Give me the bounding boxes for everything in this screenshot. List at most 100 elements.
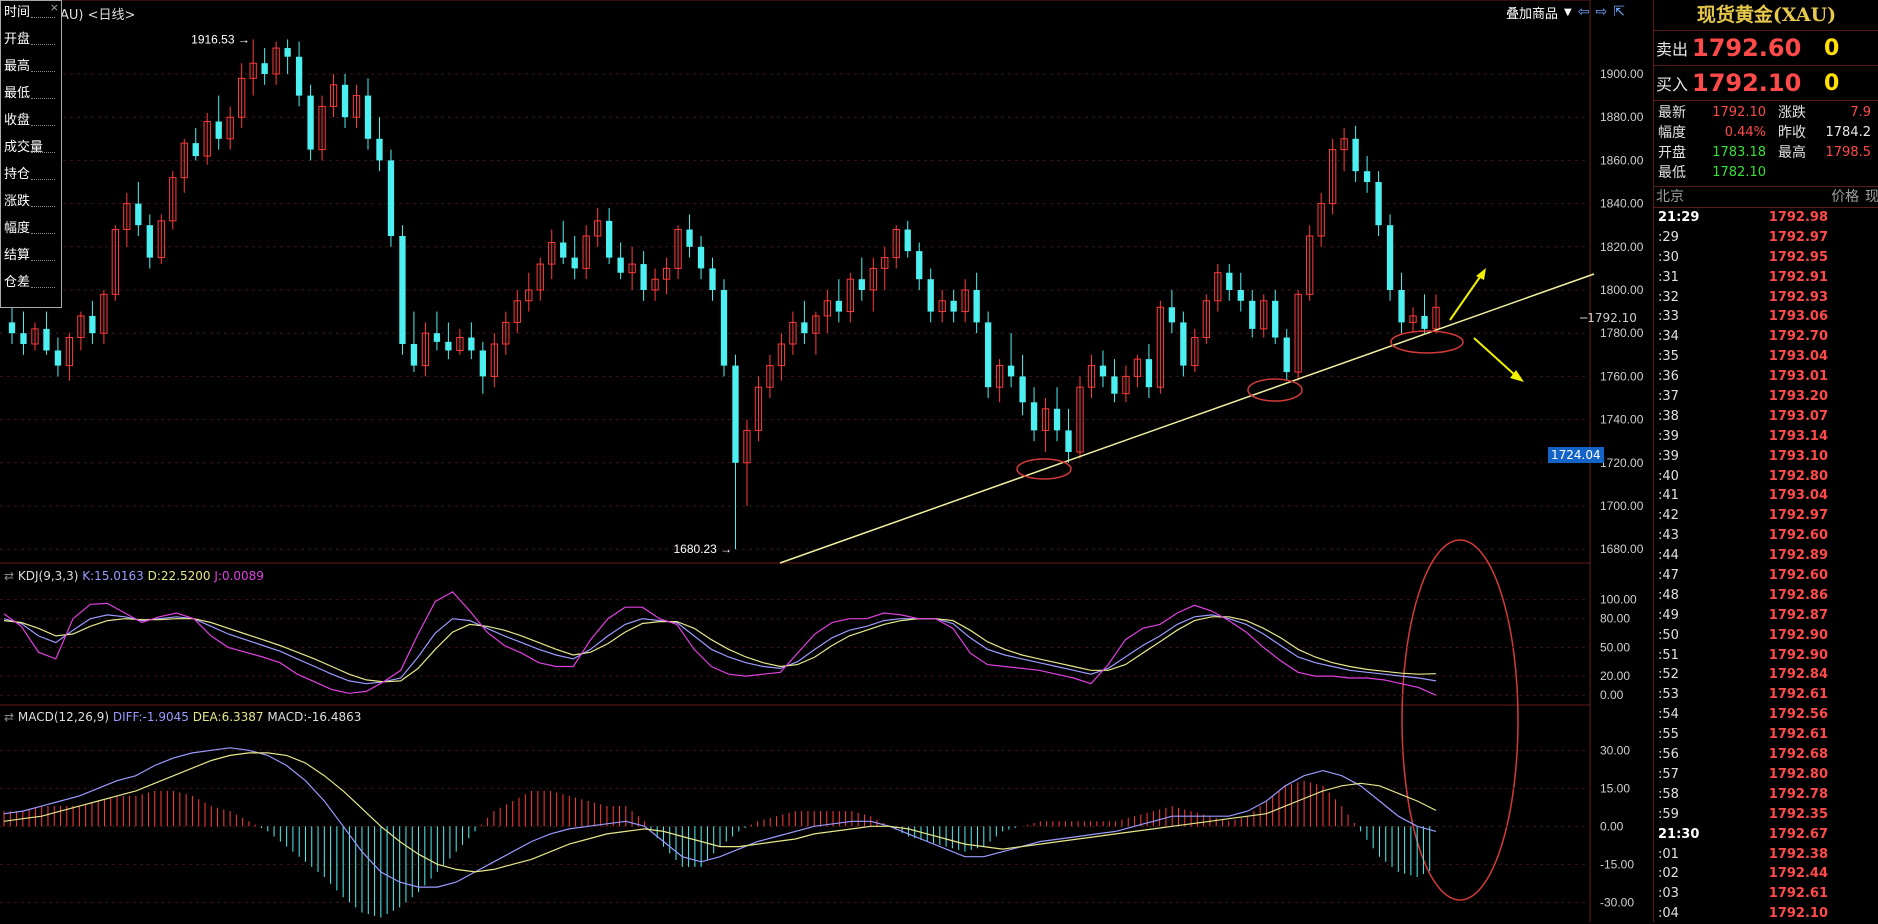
period-label[interactable]: <日线> bbox=[87, 8, 136, 23]
candle-body bbox=[1202, 300, 1210, 339]
candle-body bbox=[295, 56, 303, 96]
y-tick-label: -30.00 bbox=[1600, 895, 1634, 909]
nav-other-icon[interactable]: ⇱ bbox=[1613, 4, 1625, 20]
candle-body bbox=[1076, 386, 1084, 453]
tick-time: :30 bbox=[1658, 249, 1679, 265]
candle-body bbox=[1007, 365, 1015, 377]
y-tick-label: 50.00 bbox=[1600, 640, 1630, 654]
quote-sidebar: 现货黄金(XAU) 卖出 1792.60 0 买入 1792.10 0 最新 17… bbox=[1653, 0, 1878, 922]
macd-legend: ⇄ MACD(12,26,9) DIFF:-1.9045 DEA:6.3387 … bbox=[4, 710, 361, 724]
tick-row: :35 1793.04 bbox=[1654, 347, 1878, 367]
info-item: 仓差 bbox=[1, 271, 61, 298]
tick-list[interactable]: 21:29 1792.98:29 1792.97:30 1792.95:31 1792.… bbox=[1654, 208, 1878, 924]
tick-row: :01 1792.38 bbox=[1654, 845, 1878, 865]
candle-body bbox=[548, 241, 556, 265]
chart-header: AU) <日线> bbox=[60, 4, 135, 23]
tick-time: :04 bbox=[1658, 906, 1679, 922]
kdj-line-k bbox=[3, 614, 1437, 685]
info-item: 涨跌 bbox=[1, 190, 61, 217]
tick-row: :51 1792.90 bbox=[1654, 646, 1878, 666]
tick-time: :56 bbox=[1658, 747, 1679, 763]
y-tick-label: 15.00 bbox=[1600, 781, 1630, 795]
sell-row[interactable]: 卖出 1792.60 0 bbox=[1654, 31, 1878, 66]
candle-body bbox=[226, 116, 234, 140]
tick-row: :44 1792.89 bbox=[1654, 546, 1878, 566]
kline-chart[interactable]: 1680.00 1700.00 1720.00 1740.00 1760.00 1780.… bbox=[0, 0, 1652, 922]
tick-row: :58 1792.78 bbox=[1654, 785, 1878, 805]
stat-value: 1792.10 bbox=[1712, 105, 1766, 120]
candle-body bbox=[284, 48, 291, 57]
candle-body bbox=[927, 279, 934, 312]
buy-row[interactable]: 买入 1792.10 0 bbox=[1654, 66, 1878, 101]
candle-body bbox=[995, 365, 1004, 388]
candle-body bbox=[858, 279, 865, 290]
trend-line bbox=[779, 273, 1595, 564]
tick-time: :53 bbox=[1658, 687, 1679, 703]
tick-row: :48 1792.86 bbox=[1654, 586, 1878, 606]
candle-body bbox=[697, 246, 705, 269]
candle-body bbox=[606, 220, 613, 258]
candle-body bbox=[950, 300, 957, 312]
chart-area[interactable]: 1680.00 1700.00 1720.00 1740.00 1760.00 1780.… bbox=[0, 0, 1652, 922]
nav-right-icon[interactable]: ⇨ bbox=[1595, 4, 1608, 20]
candle-body bbox=[215, 121, 222, 139]
candle-body bbox=[1145, 359, 1153, 388]
candle-body bbox=[364, 95, 372, 139]
tick-time: :01 bbox=[1658, 846, 1679, 862]
candle-body bbox=[640, 264, 647, 290]
candle-body bbox=[743, 429, 751, 464]
macd-title[interactable]: MACD(12,26,9) bbox=[17, 710, 110, 724]
y-tick-label: 20.00 bbox=[1600, 669, 1630, 683]
tick-price: 1793.10 bbox=[1768, 448, 1828, 464]
quote-stats: 最新 1792.10 涨跌 7.9 幅度 0.44% 昨收 1784.2 开盘 1783.18 最高… bbox=[1654, 101, 1878, 187]
candle-body bbox=[203, 121, 211, 157]
tick-price: 1793.04 bbox=[1768, 349, 1828, 365]
info-item: 开盘 bbox=[1, 28, 61, 55]
candle-body bbox=[352, 95, 361, 118]
overlay-commodity-button[interactable]: 叠加商品 bbox=[1506, 6, 1559, 22]
kdj-settings-icon[interactable]: ⇄ bbox=[4, 569, 15, 583]
macd-diff-value: DIFF:-1.9045 bbox=[112, 710, 189, 724]
candle-body bbox=[65, 337, 74, 367]
tick-time: 21:30 bbox=[1658, 826, 1700, 842]
candle-body bbox=[1363, 171, 1371, 182]
tick-row: :54 1792.56 bbox=[1654, 705, 1878, 725]
y-tick-label: 1720.00 bbox=[1600, 456, 1644, 470]
candle-body bbox=[502, 321, 510, 345]
candle-body bbox=[754, 386, 763, 431]
tick-row: :30 1792.95 bbox=[1654, 248, 1878, 268]
macd-settings-icon[interactable]: ⇄ bbox=[4, 710, 15, 724]
candle-body bbox=[1432, 306, 1440, 330]
candle-body bbox=[387, 160, 395, 236]
tick-price: 1792.10 bbox=[1768, 906, 1828, 922]
tick-row: :03 1792.61 bbox=[1654, 884, 1878, 904]
nav-left-icon[interactable]: ⇦ bbox=[1577, 4, 1590, 20]
tick-time: :03 bbox=[1658, 886, 1679, 902]
candle-body bbox=[20, 333, 27, 344]
candle-body bbox=[1306, 235, 1314, 295]
sell-price: 1792.60 bbox=[1692, 34, 1802, 62]
tick-time: :54 bbox=[1658, 707, 1679, 723]
dropdown-arrow-icon[interactable]: ▼ bbox=[1564, 6, 1572, 18]
candle-body bbox=[582, 235, 590, 269]
candle-body bbox=[111, 229, 120, 295]
candle-body bbox=[1180, 322, 1187, 366]
candle-body bbox=[238, 77, 246, 118]
candle-body bbox=[1317, 203, 1325, 237]
stat-label: 幅度 bbox=[1658, 125, 1686, 141]
candle-body bbox=[399, 236, 406, 344]
candle-body bbox=[376, 138, 383, 161]
tick-time: :43 bbox=[1658, 528, 1679, 544]
kdj-title[interactable]: KDJ(9,3,3) bbox=[17, 569, 79, 583]
candle-body bbox=[709, 268, 716, 290]
candle-body bbox=[651, 278, 659, 291]
candle-body bbox=[1328, 149, 1337, 205]
tick-time: :36 bbox=[1658, 369, 1679, 385]
candle-body bbox=[157, 220, 165, 259]
close-icon[interactable]: × bbox=[49, 1, 59, 14]
support-circle bbox=[1390, 330, 1464, 354]
y-tick-label: 1820.00 bbox=[1600, 240, 1644, 254]
candle-body bbox=[456, 337, 464, 351]
candle-body bbox=[674, 229, 682, 269]
tick-price: 1792.44 bbox=[1768, 866, 1828, 882]
